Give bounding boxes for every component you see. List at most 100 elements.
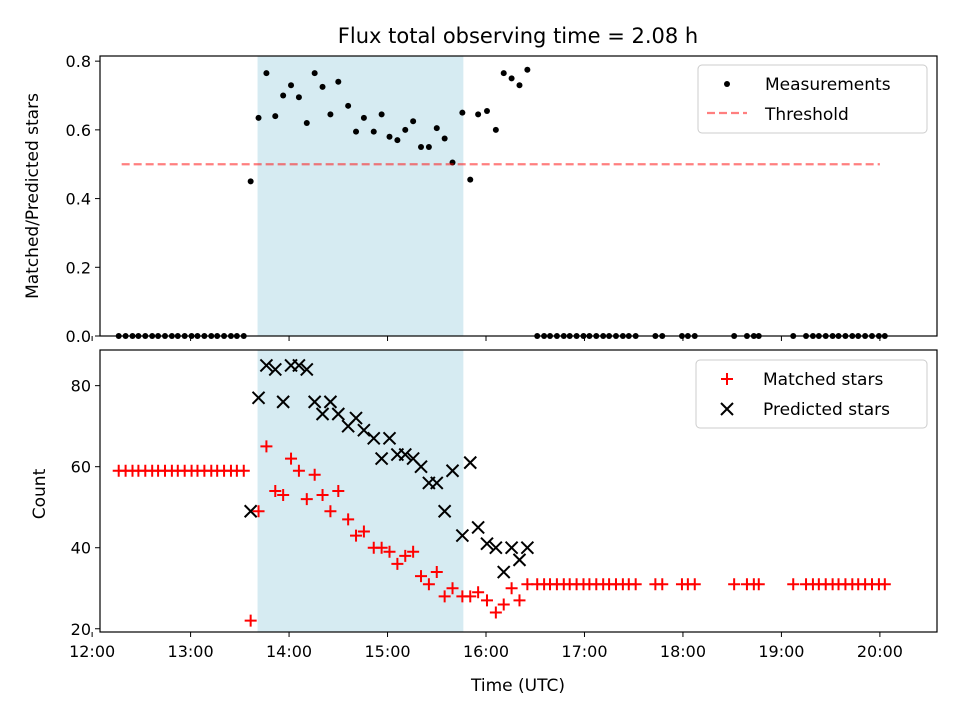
measurements-point (303, 119, 310, 126)
matched-stars-point (629, 578, 642, 591)
bottom-x-tick-label: 13:00 (168, 642, 214, 661)
bottom-x-axis-label: Time (UTC) (470, 676, 565, 696)
bottom-x-tick-label: 20:00 (857, 642, 903, 661)
matched-stars-point (480, 594, 493, 607)
legend-marker-predicted (720, 402, 734, 416)
measurements-point (335, 78, 342, 85)
matched-stars-point (244, 614, 257, 627)
top-axes-frame (99, 55, 938, 337)
predicted-stars-point (398, 447, 412, 462)
bottom-x-tick-label: 15:00 (364, 642, 410, 661)
top-chart-title: Flux total observing time = 2.08 h (338, 24, 698, 48)
predicted-stars-point (307, 395, 322, 409)
bottom-y-tick-label: 80 (71, 377, 91, 396)
legend-label-threshold: Threshold (764, 105, 849, 125)
predicted-stars-point (414, 459, 428, 474)
predicted-stars-point (445, 464, 460, 478)
matched-stars-point (308, 468, 321, 481)
matched-stars-point (237, 464, 250, 477)
measurements-point (263, 70, 270, 77)
predicted-stars-point (243, 504, 258, 518)
legend-label-matched: Matched stars (763, 370, 883, 390)
measurements-point (410, 118, 417, 125)
top-y-ticks: 0.0 0.2 0.4 0.6 0.8 (66, 52, 100, 346)
bottom-y-tick-label: 60 (71, 458, 91, 477)
measurements-point (272, 113, 279, 120)
measurements-point (433, 125, 440, 132)
bottom-x-tick-label: 19:00 (758, 642, 804, 661)
predicted-stars-point (382, 431, 397, 446)
matched-stars-point (752, 578, 765, 591)
bottom-x-tick-label: 17:00 (561, 642, 607, 661)
matched-stars-point (438, 590, 451, 603)
measurements-point (255, 114, 262, 121)
bottom-x-tick-label: 16:00 (463, 642, 509, 661)
legend-label-predicted: Predicted stars (763, 400, 890, 420)
predicted-stars-point (331, 407, 346, 421)
matched-stars-point (375, 541, 388, 554)
predicted-stars-point (520, 541, 535, 555)
matched-stars-point (277, 489, 290, 502)
top-legend-box (697, 64, 928, 134)
predicted-stars-point (276, 395, 290, 409)
predicted-stars-point (292, 358, 306, 373)
bottom-y-axis-label: Count (30, 468, 50, 519)
predicted-stars-point (268, 362, 282, 377)
matched-stars-point (422, 578, 435, 591)
predicted-stars-point (300, 362, 314, 377)
matched-stars-point (269, 485, 282, 497)
matched-stars-point (415, 570, 428, 583)
matched-stars-point (292, 464, 305, 477)
predicted-stars-point (437, 504, 452, 518)
predicted-stars-point (349, 411, 363, 425)
measurements-point (288, 82, 295, 89)
measurements-point (370, 128, 377, 135)
top-legend: Measurements Threshold (697, 64, 928, 134)
bottom-legend: Matched stars Predicted stars (695, 359, 928, 429)
matched-stars-point (399, 549, 412, 562)
bottom-x-ticks: 12:00 13:00 14:00 15:00 16:00 17:00 18:00 19:00… (69, 632, 903, 661)
top-y-tick-label: 0.8 (66, 52, 91, 71)
matched-stars-point (497, 598, 510, 611)
top-x-ticks (91, 336, 881, 341)
bottom-y-ticks: 20 40 60 80 (71, 377, 100, 639)
measurements-point (327, 111, 334, 118)
matched-stars-point (407, 545, 420, 558)
bottom-x-tick-label: 18:00 (660, 642, 706, 661)
top-panel: 0.0 0.2 0.4 0.6 0.8 Flux total observing tim… (23, 24, 938, 346)
matched-stars-point (391, 557, 404, 570)
legend-marker-measurements (724, 81, 730, 87)
matched-stars-point (464, 590, 477, 603)
predicted-stars-point (357, 423, 371, 437)
measurements-point (516, 82, 523, 89)
measurements-point (475, 111, 482, 118)
predicted-stars-point (374, 451, 389, 466)
measurements-point (319, 83, 326, 90)
matched-stars-point (489, 606, 502, 619)
matched-stars-point (350, 529, 363, 542)
predicted-stars-point (504, 541, 519, 555)
predicted-stars-point (489, 541, 503, 555)
matched-stars-point (513, 594, 526, 607)
matched-stars-point (383, 545, 396, 558)
top-y-tick-label: 0.6 (66, 121, 91, 140)
measurements-point (459, 109, 466, 116)
measurements-point (508, 75, 515, 82)
measurements-point (295, 94, 302, 101)
predicted-stars-point (471, 520, 485, 535)
predicted-stars-point (512, 553, 527, 567)
measurements-point (524, 66, 531, 73)
predicted-stars-point (463, 455, 477, 470)
predicted-stars-point (455, 528, 470, 543)
matched-stars-point (430, 566, 443, 579)
matched-stars-point (688, 578, 701, 591)
measurements-point (360, 114, 367, 121)
matched-stars-point (505, 582, 518, 595)
top-y-tick-label: 0.0 (66, 327, 91, 346)
measurements-point (402, 126, 409, 133)
measurements-point (280, 92, 287, 99)
top-y-tick-label: 0.2 (66, 258, 91, 277)
predicted-stars-point (367, 431, 381, 446)
measurements-point (345, 102, 352, 109)
